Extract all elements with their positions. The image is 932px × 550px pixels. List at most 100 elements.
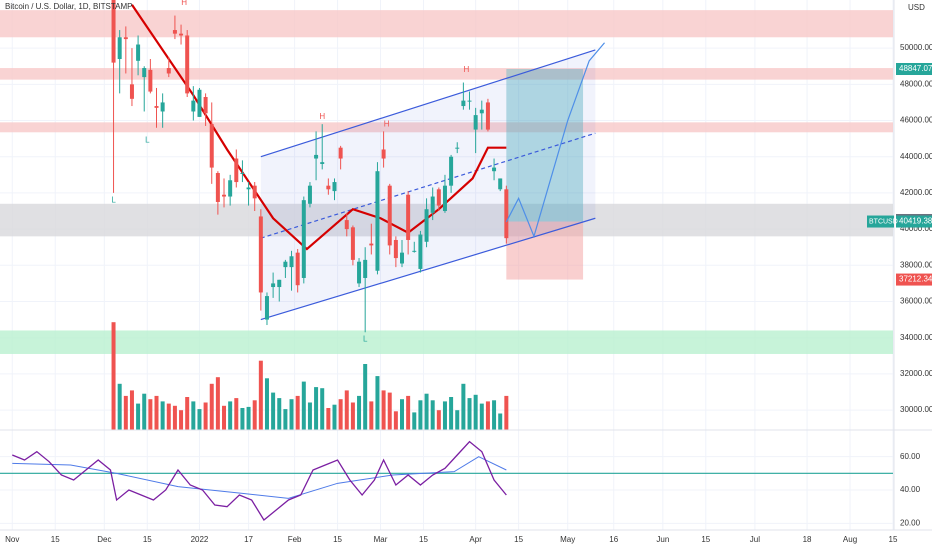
zone (0, 68, 893, 80)
candle-body (203, 97, 208, 114)
candle-body (166, 68, 171, 74)
volume-bar (123, 395, 128, 430)
volume-bar (203, 402, 208, 430)
candle-body (436, 189, 441, 206)
volume-bar (307, 402, 312, 430)
candle-body (406, 194, 411, 240)
price-label-bg (896, 273, 932, 286)
volume-bar (381, 390, 386, 430)
x-tick-label: 16 (609, 535, 618, 544)
candle-body (412, 250, 417, 252)
candle-body (363, 259, 368, 278)
y-tick-label: 42000.00 (900, 188, 932, 197)
symbol-label-bg (867, 215, 894, 228)
candle-body (479, 109, 484, 114)
channel-fill (260, 49, 596, 320)
candle-body (314, 154, 319, 159)
pivot-label: L (111, 195, 116, 204)
candle-body (246, 187, 251, 190)
volume-bar (485, 401, 490, 430)
candle-body (332, 182, 337, 192)
pivot-label: H (181, 0, 187, 7)
x-tick-label: Aug (843, 535, 857, 544)
candle-body (160, 102, 165, 112)
x-tick-label: 15 (889, 535, 898, 544)
candle-body (154, 106, 159, 108)
x-tick-label: Dec (97, 535, 111, 544)
candle-body (504, 189, 509, 239)
rsi-tick-label: 60.00 (900, 452, 921, 461)
y-tick-label: 34000.00 (900, 333, 932, 342)
candle-body (473, 115, 478, 130)
candle-body (393, 239, 398, 259)
y-tick-label: 46000.00 (900, 116, 932, 125)
candle-body (369, 243, 374, 246)
candle-body (129, 84, 134, 99)
candle-body (449, 156, 454, 186)
volume-bar (492, 400, 497, 430)
x-tick-label: Mar (374, 535, 388, 544)
candle-body (485, 102, 490, 130)
x-tick-label: 15 (419, 535, 428, 544)
volume-bar (461, 383, 466, 430)
pivot-label: H (319, 112, 325, 121)
volume-bar (228, 401, 233, 430)
candle-body (424, 209, 429, 242)
volume-bar (148, 399, 153, 430)
candle-body (215, 173, 220, 202)
candle-body (191, 100, 196, 112)
volume-bar (160, 401, 165, 430)
pivot-label: H (464, 65, 470, 74)
candle-body (142, 68, 147, 78)
chart-title: Bitcoin / U.S. Dollar, 1D, BITSTAMP (5, 2, 132, 11)
y-tick-label: 38000.00 (900, 260, 932, 269)
y-tick-label: 50000.00 (900, 43, 932, 52)
x-tick-label: 2022 (191, 535, 209, 544)
candle-body (400, 252, 405, 264)
channel-lower (260, 217, 596, 321)
channel-middle (260, 132, 596, 239)
candle-body (209, 124, 214, 168)
candle-body (136, 44, 141, 61)
volume-bar (215, 377, 220, 430)
x-tick-label: Jun (656, 535, 669, 544)
projection-path (505, 42, 605, 239)
volume-bar (320, 388, 325, 430)
candle-body (258, 216, 263, 293)
volume-bar (338, 399, 343, 430)
candle-body (467, 100, 472, 102)
volume-bar (369, 401, 374, 430)
volume-bar (179, 410, 184, 430)
volume-bar (455, 410, 460, 430)
price-label-bg (896, 215, 932, 228)
volume-bar (129, 390, 134, 430)
volume-bar (246, 406, 251, 430)
rsi-line (12, 440, 507, 521)
candle-body (418, 234, 423, 269)
candle-body (283, 261, 288, 268)
volume-bar (412, 412, 417, 430)
volume-bar (234, 398, 239, 430)
volume-bar (289, 399, 294, 430)
candle-body (252, 185, 257, 199)
candle-body (320, 162, 325, 164)
volume-bar (283, 409, 288, 430)
y-tick-label: 44000.00 (900, 152, 932, 161)
y-tick-label: 36000.00 (900, 297, 932, 306)
candle-body (123, 37, 128, 40)
candle-body (301, 200, 306, 278)
candle-body (455, 147, 460, 149)
x-tick-label: Feb (288, 535, 302, 544)
volume-bar (277, 398, 282, 430)
candle-body (185, 35, 190, 94)
x-tick-label: 15 (701, 535, 710, 544)
candle-body (295, 252, 300, 286)
x-tick-label: 15 (51, 535, 60, 544)
volume-bar (350, 402, 355, 430)
volume-bar (498, 413, 503, 430)
plot: H L L H H H L (0, 0, 894, 530)
candle-body (277, 279, 282, 288)
candle-body (461, 100, 466, 107)
x-tick-label: Jul (750, 535, 760, 544)
